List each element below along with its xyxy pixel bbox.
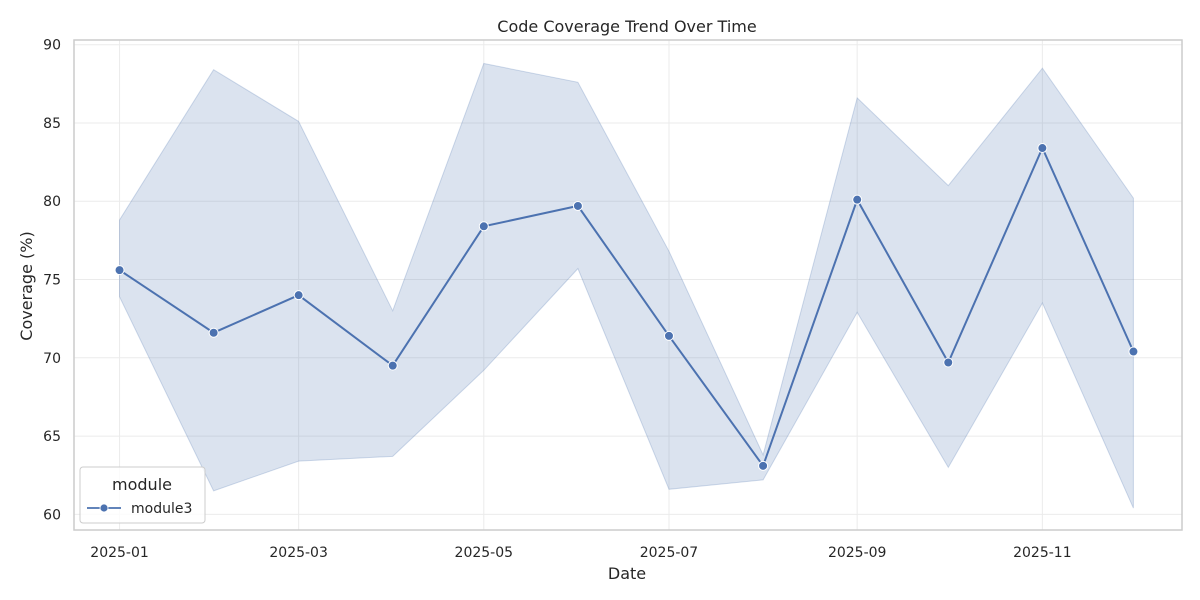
- legend: module module3: [79, 466, 206, 524]
- legend-box: [79, 466, 206, 524]
- x-tick-label: 2025-03: [269, 545, 328, 561]
- series-line-layer: [118, 145, 1135, 468]
- legend-entry-label: module3: [131, 501, 192, 517]
- x-tick-label: 2025-01: [90, 545, 149, 561]
- data-point: [1128, 346, 1139, 357]
- chart-title: Code Coverage Trend Over Time: [497, 17, 756, 36]
- data-point: [114, 265, 125, 276]
- y-tick-label: 75: [43, 273, 61, 289]
- y-tick-label: 90: [43, 38, 61, 54]
- data-point: [478, 221, 489, 232]
- data-point: [852, 194, 863, 205]
- data-point: [208, 327, 219, 338]
- confidence-band: [119, 62, 1134, 509]
- x-tick-label: 2025-05: [455, 545, 514, 561]
- confidence-band-layer: [119, 62, 1134, 509]
- plot-frame: [73, 39, 1183, 531]
- x-tick-label: 2025-11: [1013, 545, 1072, 561]
- y-tick-label: 60: [43, 507, 61, 523]
- y-axis-label: Coverage (%): [17, 231, 36, 340]
- data-point: [293, 290, 304, 301]
- data-point: [943, 357, 954, 368]
- legend-marker-swatch: [99, 503, 109, 513]
- x-axis-label: Date: [608, 564, 646, 583]
- data-point: [663, 330, 674, 341]
- grid-lines: [74, 40, 1182, 530]
- y-tick-label: 70: [43, 351, 61, 367]
- y-tick-labels: 60 65 70 75 80 85 90: [43, 38, 61, 524]
- data-point: [387, 360, 398, 371]
- data-point: [758, 460, 769, 471]
- data-point: [572, 200, 583, 211]
- x-tick-label: 2025-09: [828, 545, 887, 561]
- legend-title: module: [112, 475, 172, 494]
- x-tick-label: 2025-07: [640, 545, 699, 561]
- y-tick-label: 80: [43, 194, 61, 210]
- x-tick-labels: 2025-01 2025-03 2025-05 2025-07 2025-09 2025-…: [90, 545, 1071, 561]
- y-tick-label: 85: [43, 116, 61, 132]
- data-points-layer: [114, 143, 1139, 471]
- series-line: [118, 145, 1135, 468]
- data-point: [1037, 143, 1048, 154]
- y-tick-label: 65: [43, 429, 61, 445]
